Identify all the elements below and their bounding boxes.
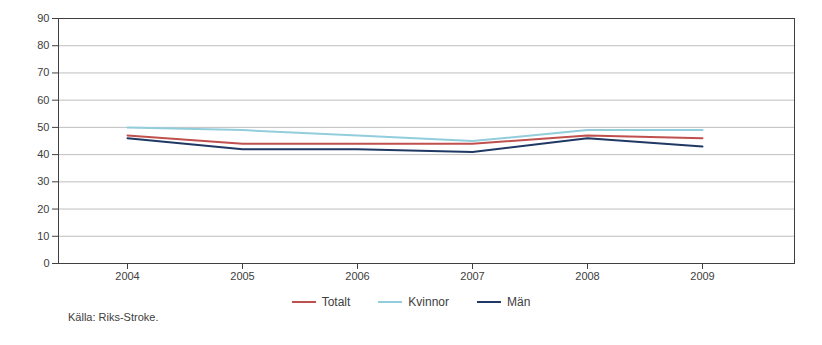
svg-text:80: 80 [37,39,49,51]
svg-text:50: 50 [37,121,49,133]
svg-text:40: 40 [37,148,49,160]
svg-text:2005: 2005 [230,270,254,282]
svg-text:2009: 2009 [690,270,714,282]
svg-text:90: 90 [37,12,49,24]
svg-text:2006: 2006 [345,270,369,282]
svg-text:10: 10 [37,230,49,242]
svg-text:20: 20 [37,203,49,215]
svg-text:2004: 2004 [115,270,139,282]
html-text:Kvinnor: Kvinnor [408,295,449,309]
html-text:Totalt: Totalt [321,295,351,309]
html-text:Män: Män [507,295,531,309]
svg-text:60: 60 [37,94,49,106]
svg-text:30: 30 [37,175,49,187]
svg-text:70: 70 [37,66,49,78]
html-text:Källa: Riks-Stroke.: Källa: Riks-Stroke. [68,311,159,323]
svg-text:2008: 2008 [575,270,599,282]
svg-text:2007: 2007 [460,270,484,282]
svg-text:0: 0 [43,257,49,269]
